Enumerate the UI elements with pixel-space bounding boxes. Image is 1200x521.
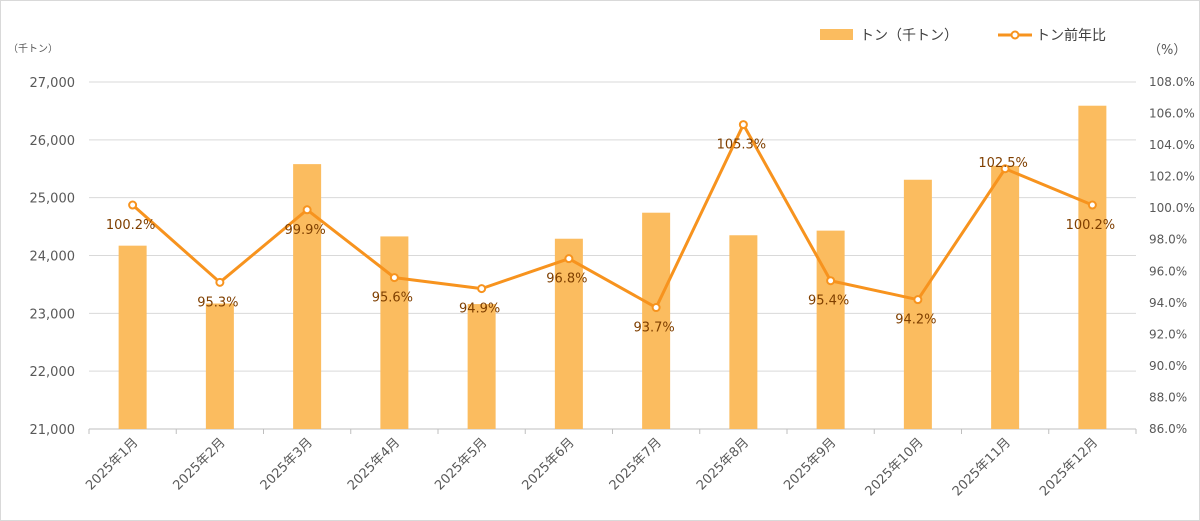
bar <box>380 236 409 429</box>
right-tick-label: 88.0% <box>1149 390 1187 404</box>
bar <box>118 245 147 429</box>
left-axis-unit: （千トン） <box>8 43 58 55</box>
line-points <box>128 120 1097 313</box>
line-series <box>131 123 1093 310</box>
line-point <box>826 276 836 286</box>
data-label: 94.2% <box>895 313 936 328</box>
line-point <box>215 277 225 287</box>
line-point <box>477 284 487 294</box>
data-label: 95.3% <box>197 295 238 310</box>
data-label: 105.3% <box>717 138 767 153</box>
line-point <box>1087 200 1097 210</box>
x-tick-label: 2025年5月 <box>432 435 490 493</box>
bar <box>642 212 671 429</box>
right-tick-label: 94.0% <box>1149 296 1187 310</box>
left-tick-label: 22,000 <box>30 365 76 380</box>
data-labels: 100.2% 95.3% 99.9% 95.6% 94.9% 96.8% 93.7% 105.… <box>106 138 1115 336</box>
bar <box>293 164 322 429</box>
x-tick-label: 2025年12月 <box>1037 435 1101 499</box>
right-tick-label: 90.0% <box>1149 359 1187 373</box>
left-tick-label: 27,000 <box>30 76 76 91</box>
left-tick-label: 21,000 <box>30 423 76 438</box>
x-tick-label: 2025年10月 <box>863 435 927 499</box>
left-tick-label: 24,000 <box>30 250 76 265</box>
legend-bar-label: トン（千トン） <box>860 28 958 44</box>
x-tick-label: 2025年8月 <box>694 435 752 493</box>
x-tick-label: 2025年11月 <box>950 435 1014 499</box>
data-label: 93.7% <box>633 321 674 336</box>
bar <box>554 238 583 429</box>
line-point <box>564 254 574 264</box>
line-point <box>1000 164 1010 174</box>
right-tick-label: 96.0% <box>1149 264 1187 278</box>
data-label: 96.8% <box>546 272 587 287</box>
gridlines <box>89 81 1136 430</box>
right-tick-label: 104.0% <box>1149 138 1195 152</box>
x-tick-label: 2025年9月 <box>781 435 839 493</box>
right-tick-label: 86.0% <box>1149 422 1187 436</box>
right-axis-unit: （%） <box>1148 43 1186 58</box>
legend-line-label: トン前年比 <box>1036 27 1106 44</box>
right-tick-label: 92.0% <box>1149 327 1187 341</box>
data-label: 94.9% <box>459 302 500 317</box>
line-point <box>651 303 661 313</box>
line-point <box>738 120 748 130</box>
right-tick-label: 108.0% <box>1149 75 1195 89</box>
left-tick-label: 23,000 <box>30 307 76 322</box>
x-tick-label: 2025年4月 <box>345 435 403 493</box>
x-axis: 2025年1月 2025年2月 2025年3月 2025年4月 2025年5月 2025年… <box>83 429 1137 499</box>
line-point <box>913 295 923 305</box>
x-tick-label: 2025年1月 <box>83 435 141 493</box>
bar <box>903 179 932 429</box>
x-tick-label: 2025年3月 <box>258 435 316 493</box>
legend-line-marker <box>1010 30 1020 40</box>
left-tick-label: 25,000 <box>30 192 76 207</box>
right-tick-label: 106.0% <box>1149 107 1195 121</box>
data-label: 100.2% <box>1066 218 1116 233</box>
x-tick-label: 2025年7月 <box>607 435 665 493</box>
bar <box>205 303 234 429</box>
line-path <box>131 123 1093 310</box>
legend: トン（千トン） トン前年比 <box>820 27 1106 44</box>
right-tick-label: 98.0% <box>1149 233 1187 247</box>
data-label: 102.5% <box>978 156 1028 171</box>
line-point <box>389 273 399 283</box>
data-label: 95.6% <box>372 291 413 306</box>
right-tick-label: 102.0% <box>1149 170 1195 184</box>
line-point <box>128 200 138 210</box>
bar-series <box>118 105 1107 429</box>
left-axis: （千トン） 21,000 22,000 23,000 24,000 25,000 26,0… <box>8 43 75 438</box>
right-axis: （%） 86.0% 88.0% 90.0% 92.0% 94.0% 96.0% 98.0% 1… <box>1148 43 1195 436</box>
bar <box>1078 105 1107 429</box>
right-tick-label: 100.0% <box>1149 201 1195 215</box>
data-label: 99.9% <box>284 223 325 238</box>
data-label: 95.4% <box>808 294 849 309</box>
data-label: 100.2% <box>106 218 156 233</box>
bar <box>729 235 758 429</box>
x-tick-label: 2025年6月 <box>519 435 577 493</box>
legend-bar-swatch <box>820 29 853 40</box>
left-tick-label: 26,000 <box>30 134 76 149</box>
bar <box>991 165 1020 429</box>
x-tick-label: 2025年2月 <box>170 435 228 493</box>
line-point <box>302 205 312 215</box>
bar <box>467 304 496 429</box>
